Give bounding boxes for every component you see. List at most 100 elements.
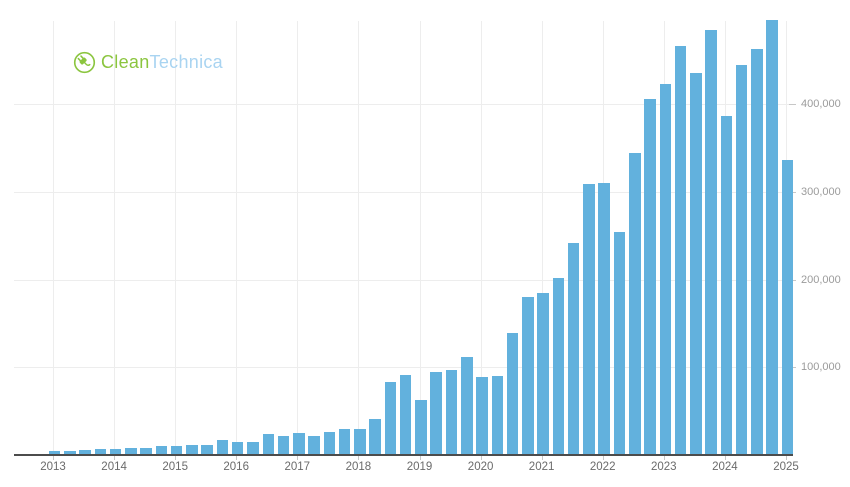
x-gridline [358,21,360,455]
y-axis-tick [789,104,796,105]
x-axis-year-label: 2023 [651,461,677,473]
bar-quarterly-value[interactable] [216,439,229,455]
y-gridline [14,104,793,105]
bar-quarterly-value[interactable] [506,332,519,455]
bar-quarterly-value[interactable] [109,449,122,455]
bar-quarterly-value[interactable] [384,381,397,455]
x-axis-tick [358,455,360,460]
bar-quarterly-value[interactable] [277,435,290,455]
bar-quarterly-value[interactable] [369,419,381,455]
bar-quarterly-value[interactable] [155,446,168,455]
bar-quarterly-value[interactable] [659,83,672,455]
x-axis-tick [480,455,482,460]
bar-quarterly-value[interactable] [186,444,198,455]
x-axis-year-label: 2021 [528,461,555,473]
x-axis-tick [236,455,238,460]
bar-quarterly-value[interactable] [399,375,412,455]
x-axis-year-label: 2014 [101,461,127,473]
bar-quarterly-value[interactable] [79,450,91,455]
bar-quarterly-value[interactable] [262,433,275,455]
x-axis-tick [114,455,116,460]
y-axis-label: 100,000 [801,361,841,374]
x-gridline [114,21,116,455]
x-gridline [175,21,177,455]
x-gridline [236,21,238,455]
bar-quarterly-value[interactable] [430,371,442,455]
bar-quarterly-value[interactable] [415,399,427,455]
x-axis-tick [786,455,787,460]
x-axis-tick [53,455,54,460]
bar-quarterly-value[interactable] [690,73,702,455]
x-gridline [297,21,299,455]
bar-quarterly-value[interactable] [247,442,259,455]
cleantechnica-plug-circle-icon [73,51,96,73]
x-axis-year-label: 2017 [284,461,311,473]
y-axis-label: 200,000 [801,273,841,286]
bar-quarterly-value[interactable] [629,153,641,455]
bar-quarterly-value[interactable] [125,448,137,455]
bar-quarterly-value[interactable] [735,65,748,455]
x-axis-tick [297,455,299,460]
bar-quarterly-value[interactable] [674,46,687,455]
bar-quarterly-value[interactable] [644,99,656,455]
y-gridline [14,191,793,193]
bar-quarterly-value[interactable] [140,448,152,455]
bar-quarterly-value[interactable] [201,444,213,455]
bar-quarterly-value[interactable] [522,296,534,455]
x-gridline [419,21,421,455]
x-axis-tick [602,455,604,460]
x-gridline [541,21,543,455]
x-axis-year-label: 2022 [589,461,616,473]
brand-name-clean: Clean [101,52,150,72]
bar-quarterly-value[interactable] [751,48,763,455]
x-axis-year-label: 2016 [223,461,249,473]
bar-quarterly-value[interactable] [231,442,244,455]
brand-name-technica: Technica [149,52,223,72]
x-axis-year-label: 2019 [406,461,433,473]
bar-quarterly-value[interactable] [720,115,733,455]
y-gridline [14,279,793,281]
x-axis-tick [175,455,177,460]
bar-quarterly-value[interactable] [613,231,626,455]
bar-quarterly-value[interactable] [476,377,488,455]
x-axis-tick [663,455,665,460]
x-gridline [53,21,54,455]
bar-quarterly-value[interactable] [323,432,336,455]
bar-quarterly-value[interactable] [461,356,473,455]
x-axis-year-label: 2025 [773,461,799,473]
bar-quarterly-value[interactable] [598,182,610,455]
bar-quarterly-value[interactable] [48,450,61,455]
y-axis-label: 300,000 [801,185,841,198]
x-axis-baseline [14,453,793,456]
bar-quarterly-value[interactable] [491,375,504,455]
bar-quarterly-value[interactable] [766,20,778,455]
bar-quarterly-value[interactable] [338,428,351,455]
x-axis-year-label: 2013 [40,461,66,473]
bar-quarterly-value[interactable] [64,450,76,455]
brand-name: CleanTechnica [101,50,223,74]
x-axis-year-label: 2020 [467,461,494,473]
x-axis-year-label: 2015 [162,461,188,473]
x-axis-tick [541,455,543,460]
x-axis-year-label: 2024 [712,461,738,473]
bar-quarterly-value[interactable] [293,433,305,455]
x-axis-tick [419,455,421,460]
bar-quarterly-value[interactable] [354,428,366,455]
x-gridline [480,21,482,455]
bar-quarterly-value[interactable] [94,449,107,455]
bar-quarterly-value[interactable] [537,292,549,455]
x-axis-tick [724,455,726,460]
y-gridline [14,367,793,369]
brand-logo: CleanTechnica [73,50,223,74]
x-axis-year-label: 2018 [345,461,372,473]
bar-quarterly-value[interactable] [308,435,320,455]
bar-quarterly-value[interactable] [583,184,595,455]
bar-quarterly-value[interactable] [445,369,458,455]
bar-quarterly-value[interactable] [781,159,794,455]
bar-quarterly-value[interactable] [552,278,565,455]
y-axis-label: 400,000 [801,98,841,110]
bar-quarterly-value[interactable] [170,446,183,455]
bar-quarterly-value[interactable] [705,29,717,455]
bar-quarterly-value[interactable] [567,243,580,455]
